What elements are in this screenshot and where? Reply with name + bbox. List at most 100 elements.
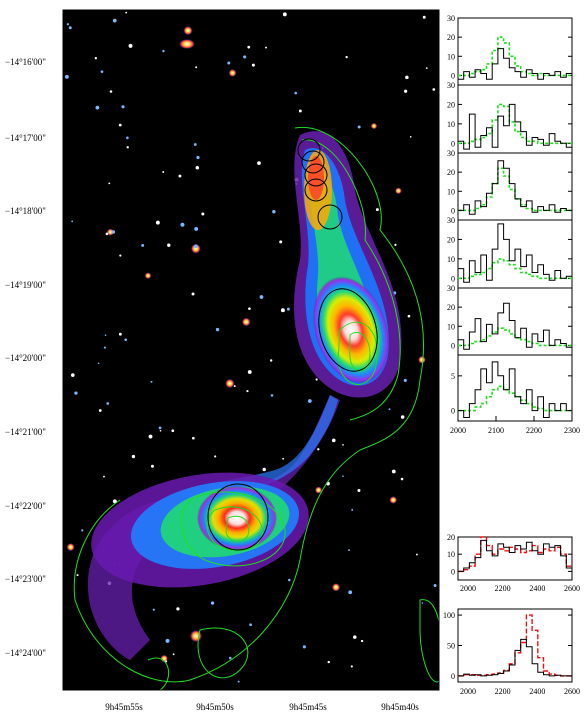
star <box>191 292 195 296</box>
star <box>248 307 251 310</box>
y-tick-label: 0 <box>451 206 455 215</box>
star <box>112 18 117 23</box>
star <box>106 402 110 405</box>
star <box>106 228 114 236</box>
star <box>125 11 128 14</box>
series-line-green <box>458 258 572 280</box>
series-line-black <box>458 638 572 677</box>
x-tick-label: 2400 <box>529 584 545 593</box>
star <box>418 355 426 364</box>
y-tick-label: 20 <box>447 303 455 312</box>
star <box>210 601 215 605</box>
star <box>172 653 175 656</box>
y-tick-label: 10 <box>447 120 455 129</box>
star <box>389 496 398 504</box>
star <box>421 602 424 604</box>
star <box>302 645 306 649</box>
y-tick-label: 0 <box>451 341 455 350</box>
star <box>433 584 437 587</box>
star <box>315 486 323 494</box>
star <box>131 454 136 459</box>
star <box>71 373 75 377</box>
star <box>148 434 153 439</box>
star <box>183 26 193 36</box>
star <box>259 295 264 299</box>
y-tick-label: 0 <box>451 407 455 416</box>
y-tick-label: 20 <box>447 168 455 177</box>
star <box>201 212 205 216</box>
star <box>315 378 318 381</box>
star <box>118 332 122 336</box>
star <box>165 660 168 663</box>
star <box>94 57 97 60</box>
spectrum-frame <box>457 17 573 86</box>
y-tick-label: 30 <box>447 149 455 158</box>
x-tick-label: 2600 <box>564 584 580 593</box>
y-tick-label: 30 <box>447 81 455 90</box>
star <box>190 243 201 254</box>
series-line-black <box>458 160 572 215</box>
star <box>194 227 199 231</box>
star <box>257 161 261 165</box>
star <box>286 307 290 311</box>
star <box>405 75 409 80</box>
series-line-black <box>458 539 572 572</box>
dec-axis: −14°16'00" −14°17'00" −14°18'00" −14°19'… <box>5 57 46 658</box>
star <box>246 390 249 393</box>
y-tick-label: 30 <box>447 284 455 293</box>
star <box>64 74 69 79</box>
star <box>357 125 361 129</box>
star <box>262 467 266 472</box>
series-line-green <box>458 327 572 347</box>
star <box>193 143 197 146</box>
star <box>76 574 79 577</box>
star <box>81 529 84 532</box>
star <box>66 543 75 552</box>
star <box>345 55 348 59</box>
x-tick-label: 2600 <box>564 687 580 696</box>
star <box>350 665 353 668</box>
star <box>280 308 285 313</box>
star <box>167 243 171 247</box>
series-line-black <box>458 361 572 418</box>
star <box>171 429 175 433</box>
star <box>317 448 320 451</box>
x-tick-label: 2400 <box>529 687 545 696</box>
dec-label: −14°19'00" <box>5 280 46 290</box>
spectrum-frame <box>457 608 573 683</box>
x-tick-label: 2000 <box>460 687 476 696</box>
star <box>331 438 336 443</box>
dec-label: −14°22'00" <box>5 501 46 511</box>
y-tick-label: 20 <box>447 235 455 244</box>
star <box>176 607 180 611</box>
lower-galaxy <box>91 472 309 588</box>
ra-label: 9h45m40s <box>381 702 419 712</box>
star <box>432 88 436 91</box>
star <box>179 39 195 49</box>
star <box>194 244 198 249</box>
star <box>150 380 153 383</box>
star <box>162 49 165 53</box>
star <box>407 314 411 318</box>
spectrum-frame <box>457 536 573 581</box>
star <box>282 12 287 17</box>
star <box>162 171 165 173</box>
star <box>104 334 107 336</box>
y-tick-label: 0 <box>451 567 455 576</box>
star <box>331 583 341 592</box>
ra-label: 9h45m55s <box>105 702 143 712</box>
star <box>215 327 220 332</box>
ra-axis: 9h45m55s 9h45m50s 9h45m45s 9h45m40s <box>105 702 419 712</box>
y-tick-label: 20 <box>447 533 455 542</box>
dec-label: −14°17'00" <box>5 133 46 143</box>
star <box>265 46 267 49</box>
star <box>95 105 100 110</box>
y-tick-label: 10 <box>447 550 455 559</box>
star <box>228 656 232 660</box>
star <box>391 469 396 474</box>
y-tick-label: 50 <box>447 642 455 651</box>
star <box>111 230 116 234</box>
y-tick-label: 0 <box>451 71 455 80</box>
star <box>348 549 350 552</box>
